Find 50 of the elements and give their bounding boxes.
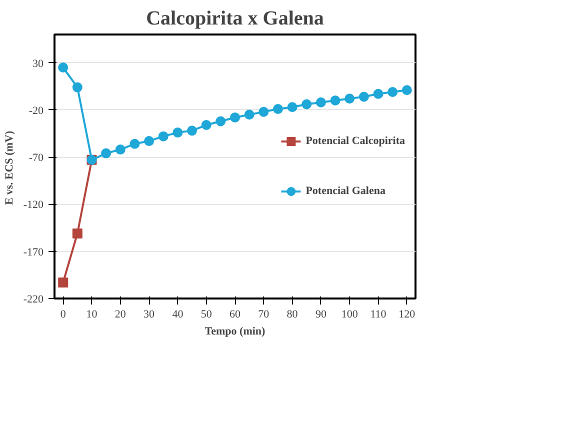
point xyxy=(272,104,283,114)
chart-title: Calcopirita x Galena xyxy=(146,8,324,30)
y-tick-label: -170 xyxy=(23,246,44,258)
y-tick-label: -70 xyxy=(28,152,44,164)
x-tick-label: 90 xyxy=(315,308,327,320)
point xyxy=(216,116,226,126)
point xyxy=(72,82,82,92)
point xyxy=(58,62,68,72)
x-tick-label: 100 xyxy=(341,308,358,320)
point xyxy=(201,120,212,130)
point xyxy=(302,99,312,110)
x-tick-label: 0 xyxy=(60,308,66,320)
point xyxy=(344,94,355,104)
x-axis-title: Tempo (min) xyxy=(204,326,266,338)
x-tick-label: 20 xyxy=(114,308,126,320)
point xyxy=(287,102,298,112)
point xyxy=(358,92,369,102)
y-tick-label: -220 xyxy=(23,294,44,306)
point xyxy=(144,136,154,146)
point xyxy=(330,96,340,106)
point xyxy=(58,277,68,288)
point xyxy=(130,138,140,149)
point xyxy=(244,110,254,120)
y-tick-label: -20 xyxy=(28,104,44,117)
x-tick-label: 110 xyxy=(370,308,387,320)
x-tick-label: 30 xyxy=(144,308,156,320)
legend-label: Potencial Galena xyxy=(306,185,386,197)
x-tick-label: 120 xyxy=(398,308,416,320)
x-tick-label: 10 xyxy=(86,308,98,320)
x-tick-label: 50 xyxy=(200,308,212,320)
y-tick-label: 30 xyxy=(32,58,44,70)
point xyxy=(316,97,326,108)
y-axis-title: E vs. ECS (mV) xyxy=(3,130,16,205)
y-tick-label: -120 xyxy=(23,199,44,212)
point xyxy=(402,85,412,96)
point xyxy=(187,126,198,136)
point xyxy=(172,128,183,138)
x-tick-label: 40 xyxy=(172,308,184,320)
point xyxy=(230,112,240,122)
x-tick-label: 60 xyxy=(230,308,241,320)
x-tick-label: 80 xyxy=(286,308,298,320)
point xyxy=(388,87,398,98)
point xyxy=(115,144,126,155)
x-tick-label: 70 xyxy=(258,308,270,320)
point xyxy=(158,131,168,142)
legend-label: Potencial Calcopirita xyxy=(306,135,405,147)
point xyxy=(258,106,269,117)
point xyxy=(72,228,82,238)
point xyxy=(373,88,384,99)
point xyxy=(101,148,112,158)
